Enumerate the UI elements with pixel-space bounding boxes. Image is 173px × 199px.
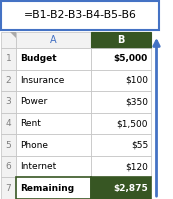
Bar: [91, 48, 151, 70]
Bar: [16, 113, 91, 134]
Text: 4: 4: [6, 119, 11, 128]
Bar: [91, 91, 151, 113]
Text: 2: 2: [6, 76, 11, 85]
Polygon shape: [10, 32, 16, 38]
Text: Budget: Budget: [20, 54, 57, 63]
Text: Phone: Phone: [20, 140, 48, 150]
Bar: [91, 156, 151, 178]
Text: $120: $120: [125, 162, 148, 171]
Bar: [16, 178, 91, 199]
Bar: [91, 70, 151, 91]
Text: =B1-B2-B3-B4-B5-B6: =B1-B2-B3-B4-B5-B6: [24, 11, 136, 20]
Text: 1: 1: [6, 54, 11, 63]
Text: $350: $350: [125, 98, 148, 106]
Bar: [1, 156, 16, 178]
Bar: [1, 1, 159, 30]
Text: Insurance: Insurance: [20, 76, 64, 85]
Bar: [1, 91, 16, 113]
Bar: [1, 32, 16, 48]
Bar: [16, 156, 91, 178]
Bar: [1, 178, 16, 199]
Bar: [1, 113, 16, 134]
Text: $55: $55: [131, 140, 148, 150]
Text: Remaining: Remaining: [20, 184, 74, 193]
Bar: [91, 134, 151, 156]
Bar: [1, 70, 16, 91]
Text: Internet: Internet: [20, 162, 56, 171]
Text: Power: Power: [20, 98, 47, 106]
Text: 5: 5: [6, 140, 11, 150]
Text: A: A: [50, 35, 57, 45]
Text: $5,000: $5,000: [114, 54, 148, 63]
Text: 6: 6: [6, 162, 11, 171]
Bar: [1, 48, 16, 70]
Text: Rent: Rent: [20, 119, 41, 128]
Bar: [16, 70, 91, 91]
Bar: [16, 32, 91, 48]
Text: $2,875: $2,875: [113, 184, 148, 193]
Bar: [91, 113, 151, 134]
Bar: [1, 134, 16, 156]
Text: $100: $100: [125, 76, 148, 85]
Bar: [91, 178, 151, 199]
Text: $1,500: $1,500: [116, 119, 148, 128]
Text: 3: 3: [6, 98, 11, 106]
Bar: [16, 134, 91, 156]
Text: B: B: [117, 35, 125, 45]
Bar: [16, 91, 91, 113]
Bar: [16, 48, 91, 70]
Bar: [91, 32, 151, 48]
Text: 7: 7: [6, 184, 11, 193]
